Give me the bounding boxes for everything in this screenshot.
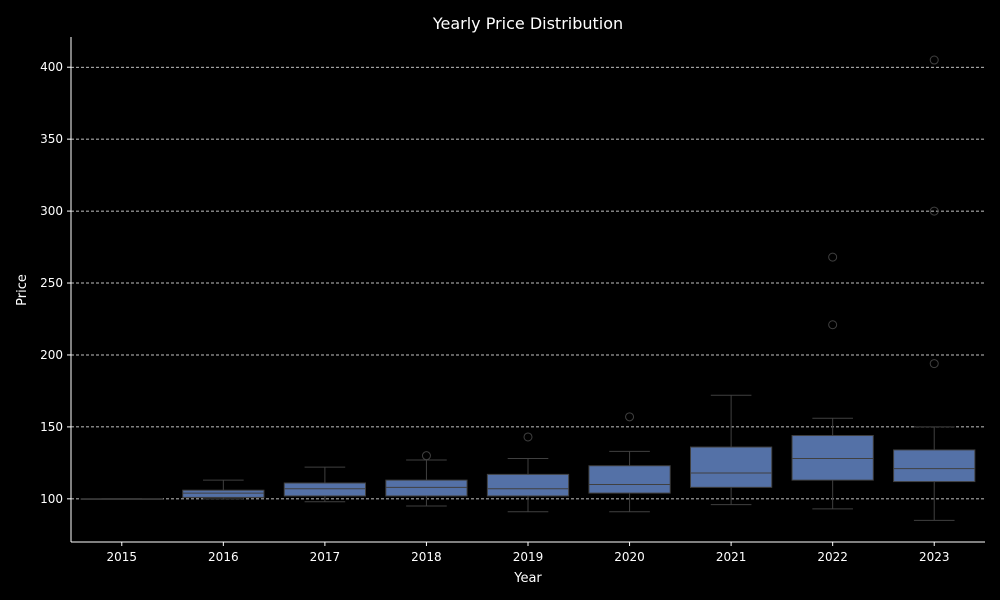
box-2023 bbox=[893, 55, 976, 521]
x-tick-label: 2021 bbox=[716, 550, 747, 564]
x-tick-label: 2022 bbox=[817, 550, 848, 564]
outlier-point bbox=[929, 206, 939, 216]
x-tick-label: 2018 bbox=[411, 550, 442, 564]
box-2018 bbox=[385, 451, 468, 507]
box-2019 bbox=[486, 432, 570, 513]
outlier-point bbox=[828, 320, 838, 330]
x-tick-label: 2019 bbox=[513, 550, 544, 564]
y-tick-label: 200 bbox=[40, 348, 63, 362]
iqr-box bbox=[791, 435, 874, 481]
box-2022 bbox=[791, 252, 874, 510]
box-2015 bbox=[80, 498, 163, 500]
iqr-box bbox=[182, 489, 265, 498]
x-tick-label: 2023 bbox=[919, 550, 950, 564]
box-2016 bbox=[182, 479, 265, 500]
box-2021 bbox=[689, 394, 773, 506]
x-tick-label: 2016 bbox=[208, 550, 239, 564]
outlier-point bbox=[421, 451, 431, 461]
y-tick-label: 350 bbox=[40, 132, 63, 146]
iqr-box bbox=[486, 473, 570, 497]
grid-layer bbox=[71, 66, 985, 500]
outlier-point bbox=[828, 252, 838, 262]
x-tick-label: 2017 bbox=[310, 550, 341, 564]
outlier-point bbox=[929, 55, 939, 65]
x-axis-label: Year bbox=[513, 571, 542, 586]
y-axis-label: Price bbox=[15, 274, 30, 306]
tick-layer: 100 150 200 250 300 350 400 2015 2016 2017 2018 201… bbox=[40, 60, 949, 564]
y-tick-label: 400 bbox=[40, 60, 63, 74]
iqr-box bbox=[689, 446, 773, 488]
box-2017 bbox=[283, 466, 367, 503]
outlier-point bbox=[929, 359, 939, 369]
y-tick-label: 100 bbox=[40, 492, 63, 506]
x-tick-label: 2020 bbox=[614, 550, 645, 564]
box-layer bbox=[80, 55, 976, 521]
iqr-box bbox=[893, 449, 976, 483]
x-tick-label: 2015 bbox=[107, 550, 138, 564]
iqr-box bbox=[283, 482, 367, 497]
iqr-box bbox=[588, 465, 671, 494]
outlier-point bbox=[625, 412, 635, 422]
outlier-point bbox=[523, 432, 533, 442]
y-tick-label: 250 bbox=[40, 276, 63, 290]
y-tick-label: 150 bbox=[40, 420, 63, 434]
iqr-box bbox=[385, 479, 468, 497]
chart-title: Yearly Price Distribution bbox=[432, 14, 623, 33]
box-2020 bbox=[588, 412, 671, 513]
y-tick-label: 300 bbox=[40, 204, 63, 218]
